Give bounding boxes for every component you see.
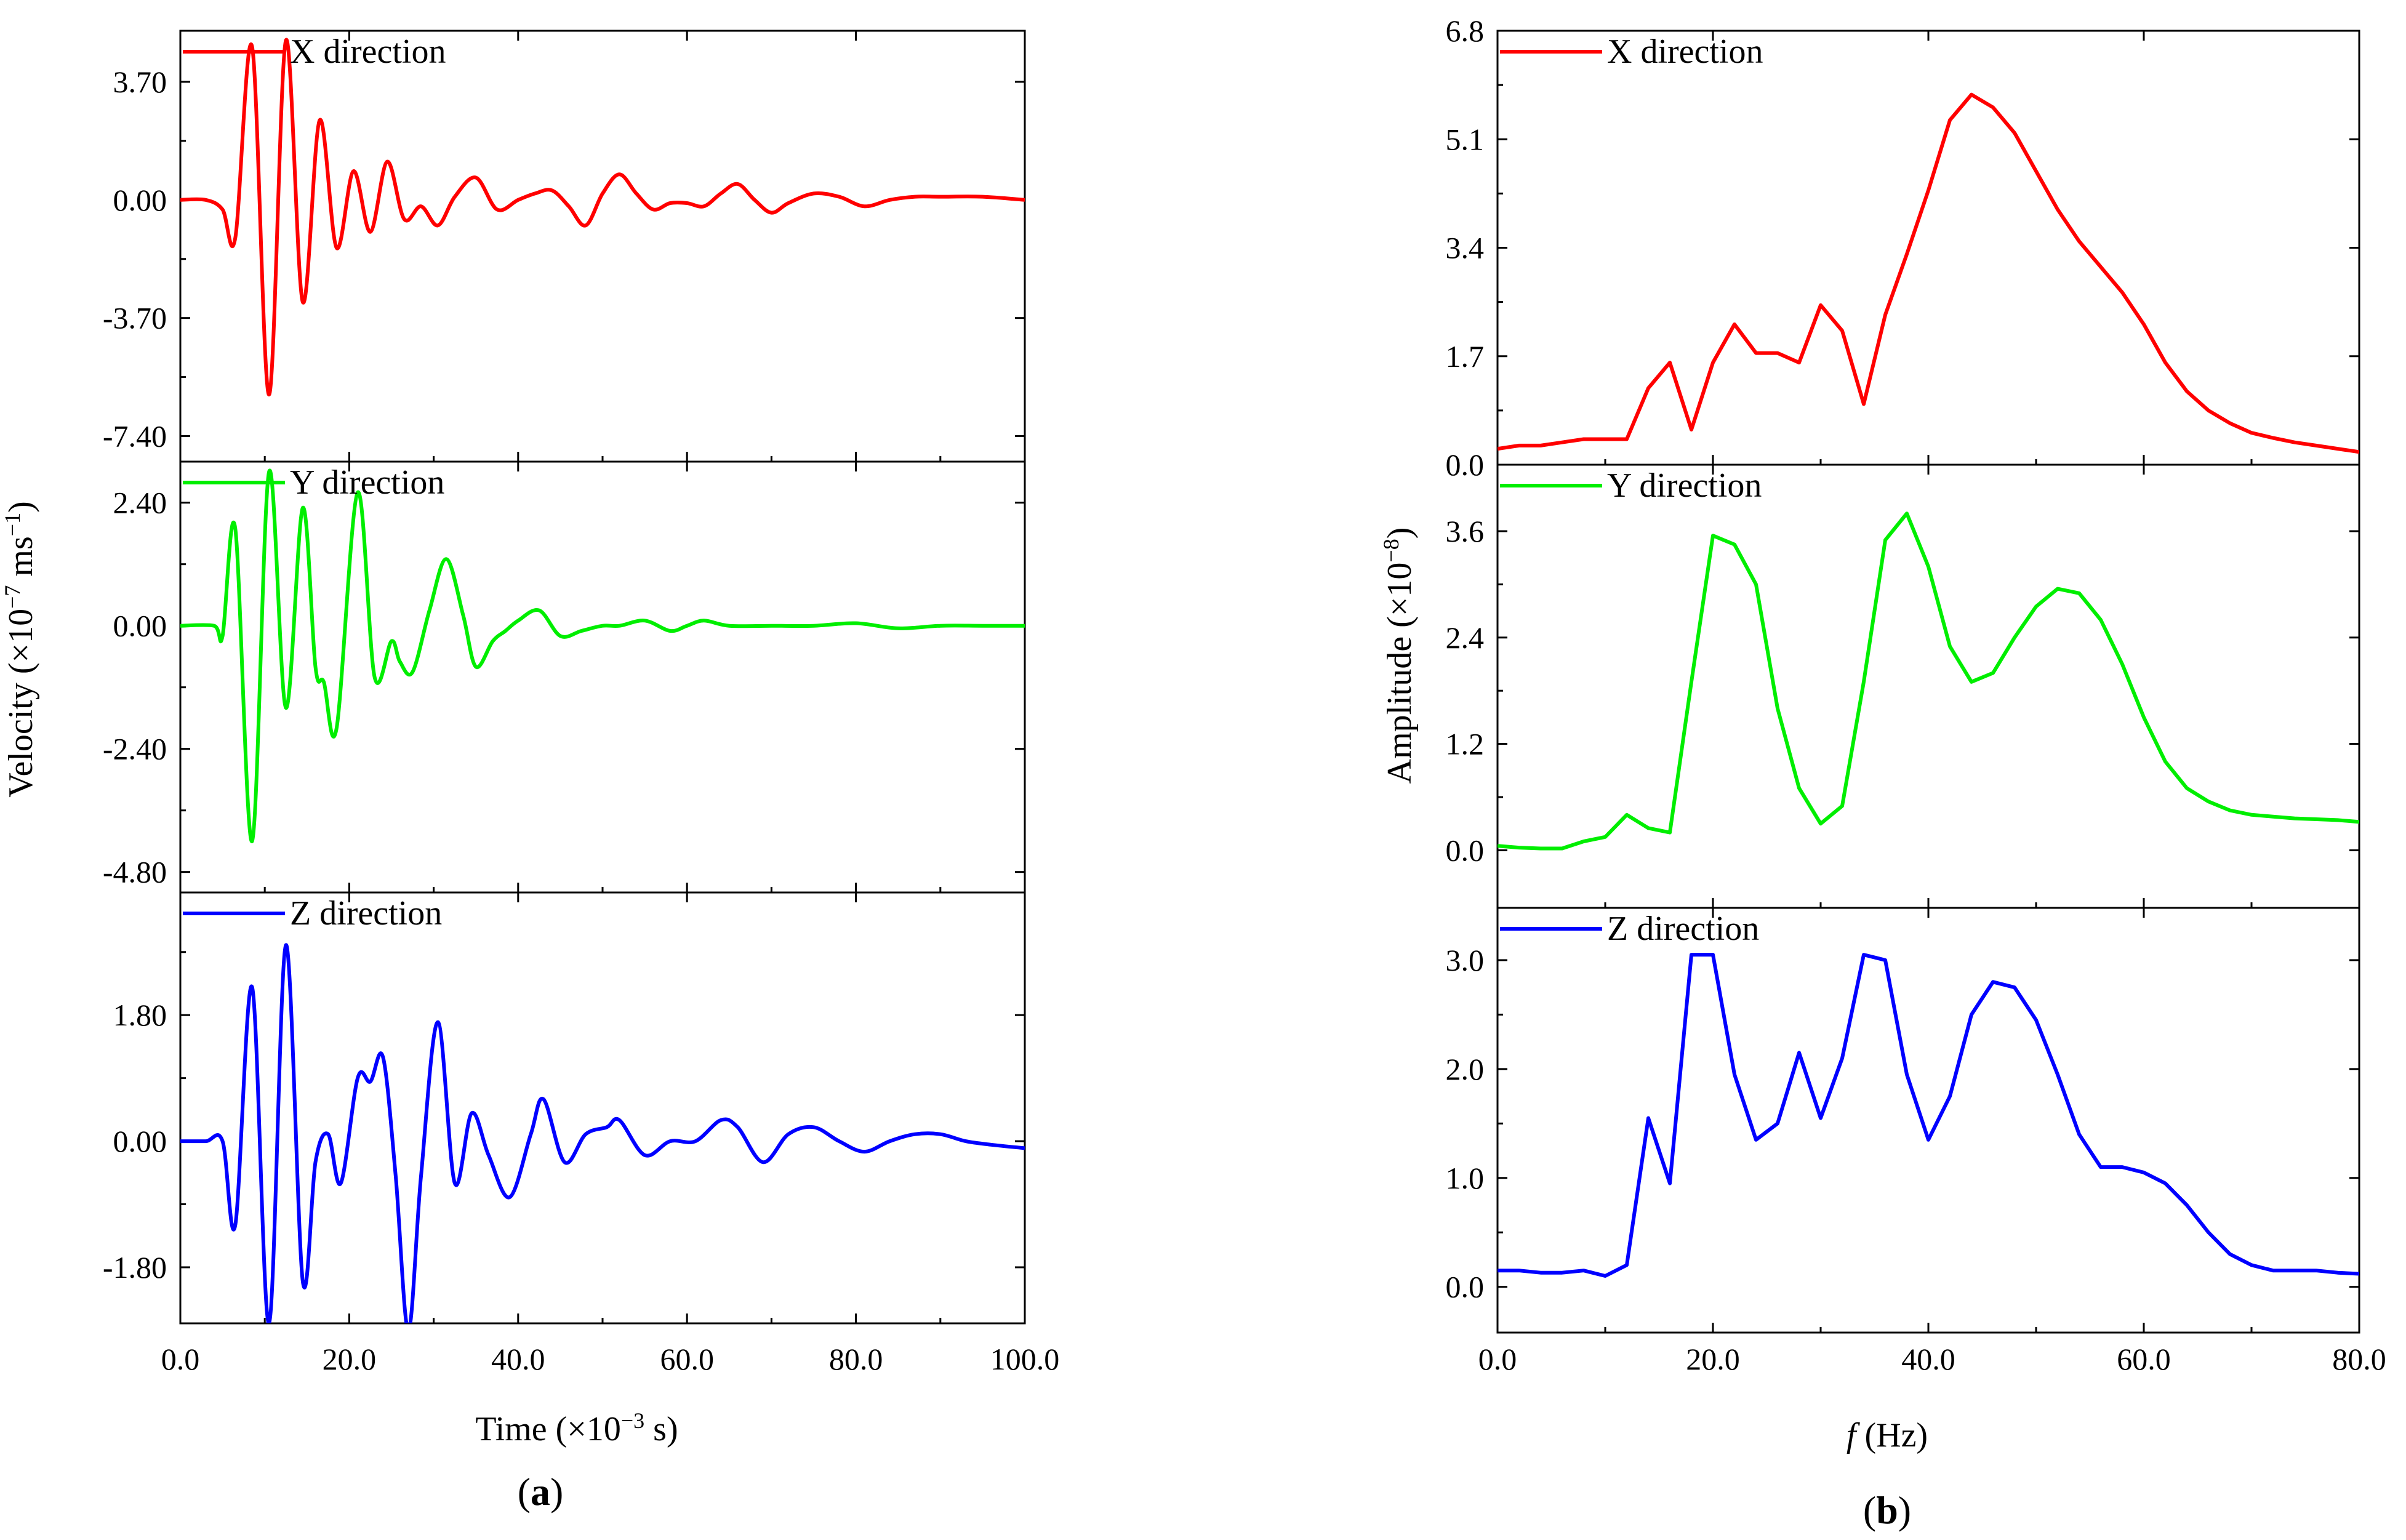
legend-label-y: Y direction xyxy=(290,463,444,502)
y-tick-label: -1.80 xyxy=(103,1250,167,1285)
chart-b: 0.0 1.7 3.4 5.1 6.8 X direction 0.0 1.2 2.4 3.6 Y … xyxy=(1446,14,2386,1376)
y-tick-label: 3.6 xyxy=(1446,514,1485,548)
y-tick-label: 1.80 xyxy=(113,998,167,1032)
y-tick-label: -3.70 xyxy=(103,301,167,335)
chart-a-panel-x: 3.70 0.00 -3.70 -7.40 X direction xyxy=(103,30,1026,463)
y-tick-label: -4.80 xyxy=(103,855,167,889)
y-tick-label: 6.8 xyxy=(1446,14,1485,48)
legend-label-z: Z direction xyxy=(1607,910,1759,948)
y-tick-label: 0.00 xyxy=(113,1124,167,1158)
y-tick-label: 0.00 xyxy=(113,183,167,217)
x-tick-label: 20.0 xyxy=(1686,1342,1740,1376)
y-tick-label: -7.40 xyxy=(103,419,167,454)
y-tick-label: 2.40 xyxy=(113,486,167,520)
x-tick-label: 0.0 xyxy=(1478,1342,1517,1376)
chart-a-ylabel: Velocity (×10−7 ms−1) xyxy=(0,501,40,798)
chart-b-panel-label: (b) xyxy=(1863,1488,1911,1532)
chart-a-panel-z: 1.80 0.00 -1.80 Z direction xyxy=(103,891,1026,1325)
series-line-y xyxy=(1498,511,2359,851)
chart-a: 3.70 0.00 -3.70 -7.40 X direction 2.40 0.00 -2.… xyxy=(103,30,1060,1376)
legend-label-x: X direction xyxy=(290,33,446,71)
y-tick-label: 0.00 xyxy=(113,609,167,643)
y-tick-label: 0.0 xyxy=(1446,1270,1485,1304)
x-tick-label: 40.0 xyxy=(491,1342,545,1376)
y-tick-label: 5.1 xyxy=(1446,122,1485,156)
x-tick-label: 100.0 xyxy=(990,1342,1060,1376)
y-tick-label: -2.40 xyxy=(103,732,167,766)
x-tick-label: 0.0 xyxy=(161,1342,200,1376)
y-tick-label: 3.70 xyxy=(113,65,167,99)
x-tick-label: 60.0 xyxy=(2117,1342,2171,1376)
chart-b-xlabel: f (Hz) xyxy=(1847,1416,1928,1454)
series-line-x xyxy=(1498,92,2359,454)
y-tick-label: 2.0 xyxy=(1446,1052,1485,1086)
x-tick-label: 40.0 xyxy=(1901,1342,1955,1376)
x-tick-label: 80.0 xyxy=(2332,1342,2386,1376)
y-tick-label: 1.0 xyxy=(1446,1161,1485,1195)
series-line-z xyxy=(1498,953,2359,1278)
chart-a-xlabel: Time (×10−3 s) xyxy=(475,1408,678,1448)
x-tick-label: 80.0 xyxy=(829,1342,883,1376)
x-tick-label: 60.0 xyxy=(660,1342,714,1376)
chart-a-panel-label: (a) xyxy=(518,1470,564,1514)
chart-b-ylabel: Amplitude (×10−8) xyxy=(1379,527,1419,784)
legend-label-y: Y direction xyxy=(1607,467,1762,505)
series-line-z xyxy=(180,943,1025,1323)
y-tick-label: 2.4 xyxy=(1446,620,1485,655)
chart-b-panel-z: 0.0 1.0 2.0 3.0 Z direction xyxy=(1446,907,2360,1334)
x-tick-label: 20.0 xyxy=(323,1342,377,1376)
y-tick-label: 3.4 xyxy=(1446,231,1485,265)
legend-label-z: Z direction xyxy=(290,894,442,932)
series-line-y xyxy=(180,468,1025,843)
y-tick-label: 1.7 xyxy=(1446,339,1485,374)
y-tick-label: 0.0 xyxy=(1446,833,1485,867)
y-tick-label: 0.0 xyxy=(1446,447,1485,482)
y-tick-label: 1.2 xyxy=(1446,727,1485,761)
series-line-x xyxy=(180,38,1025,397)
y-tick-label: 3.0 xyxy=(1446,943,1485,977)
legend-label-x: X direction xyxy=(1607,33,1763,71)
